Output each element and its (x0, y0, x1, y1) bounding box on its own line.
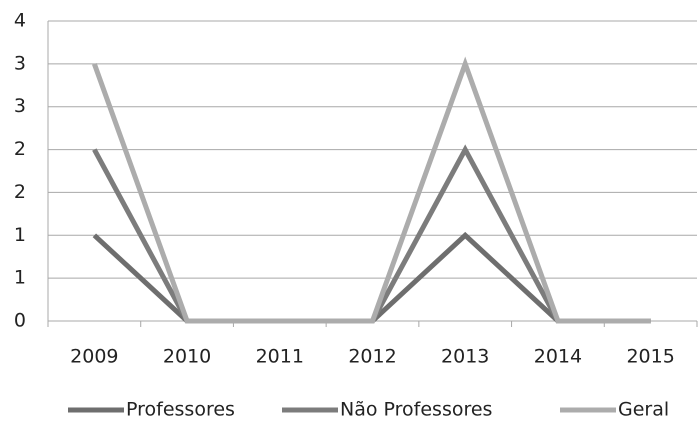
y-tick-label: 3 (14, 95, 26, 117)
y-tick-label: 1 (14, 224, 26, 246)
x-tick-label: 2011 (256, 346, 304, 368)
x-tick-label: 2014 (534, 346, 582, 368)
x-tick-label: 2013 (441, 346, 489, 368)
x-tick-label: 2015 (626, 346, 674, 368)
series-line (92, 56, 651, 324)
x-tick-label: 2009 (70, 346, 118, 368)
y-tick-label: 1 (14, 267, 26, 289)
legend-label: Não Professores (340, 399, 492, 421)
y-tick-label: 3 (14, 52, 26, 74)
x-tick-label: 2012 (348, 346, 396, 368)
y-tick-label: 2 (14, 181, 26, 203)
y-tick-label: 2 (14, 138, 26, 160)
y-tick-label: 0 (14, 310, 26, 332)
y-tick-label: 4 (14, 10, 26, 32)
x-tick-label: 2010 (163, 346, 211, 368)
legend-label: Professores (126, 399, 235, 421)
legend-label: Geral (618, 399, 669, 421)
